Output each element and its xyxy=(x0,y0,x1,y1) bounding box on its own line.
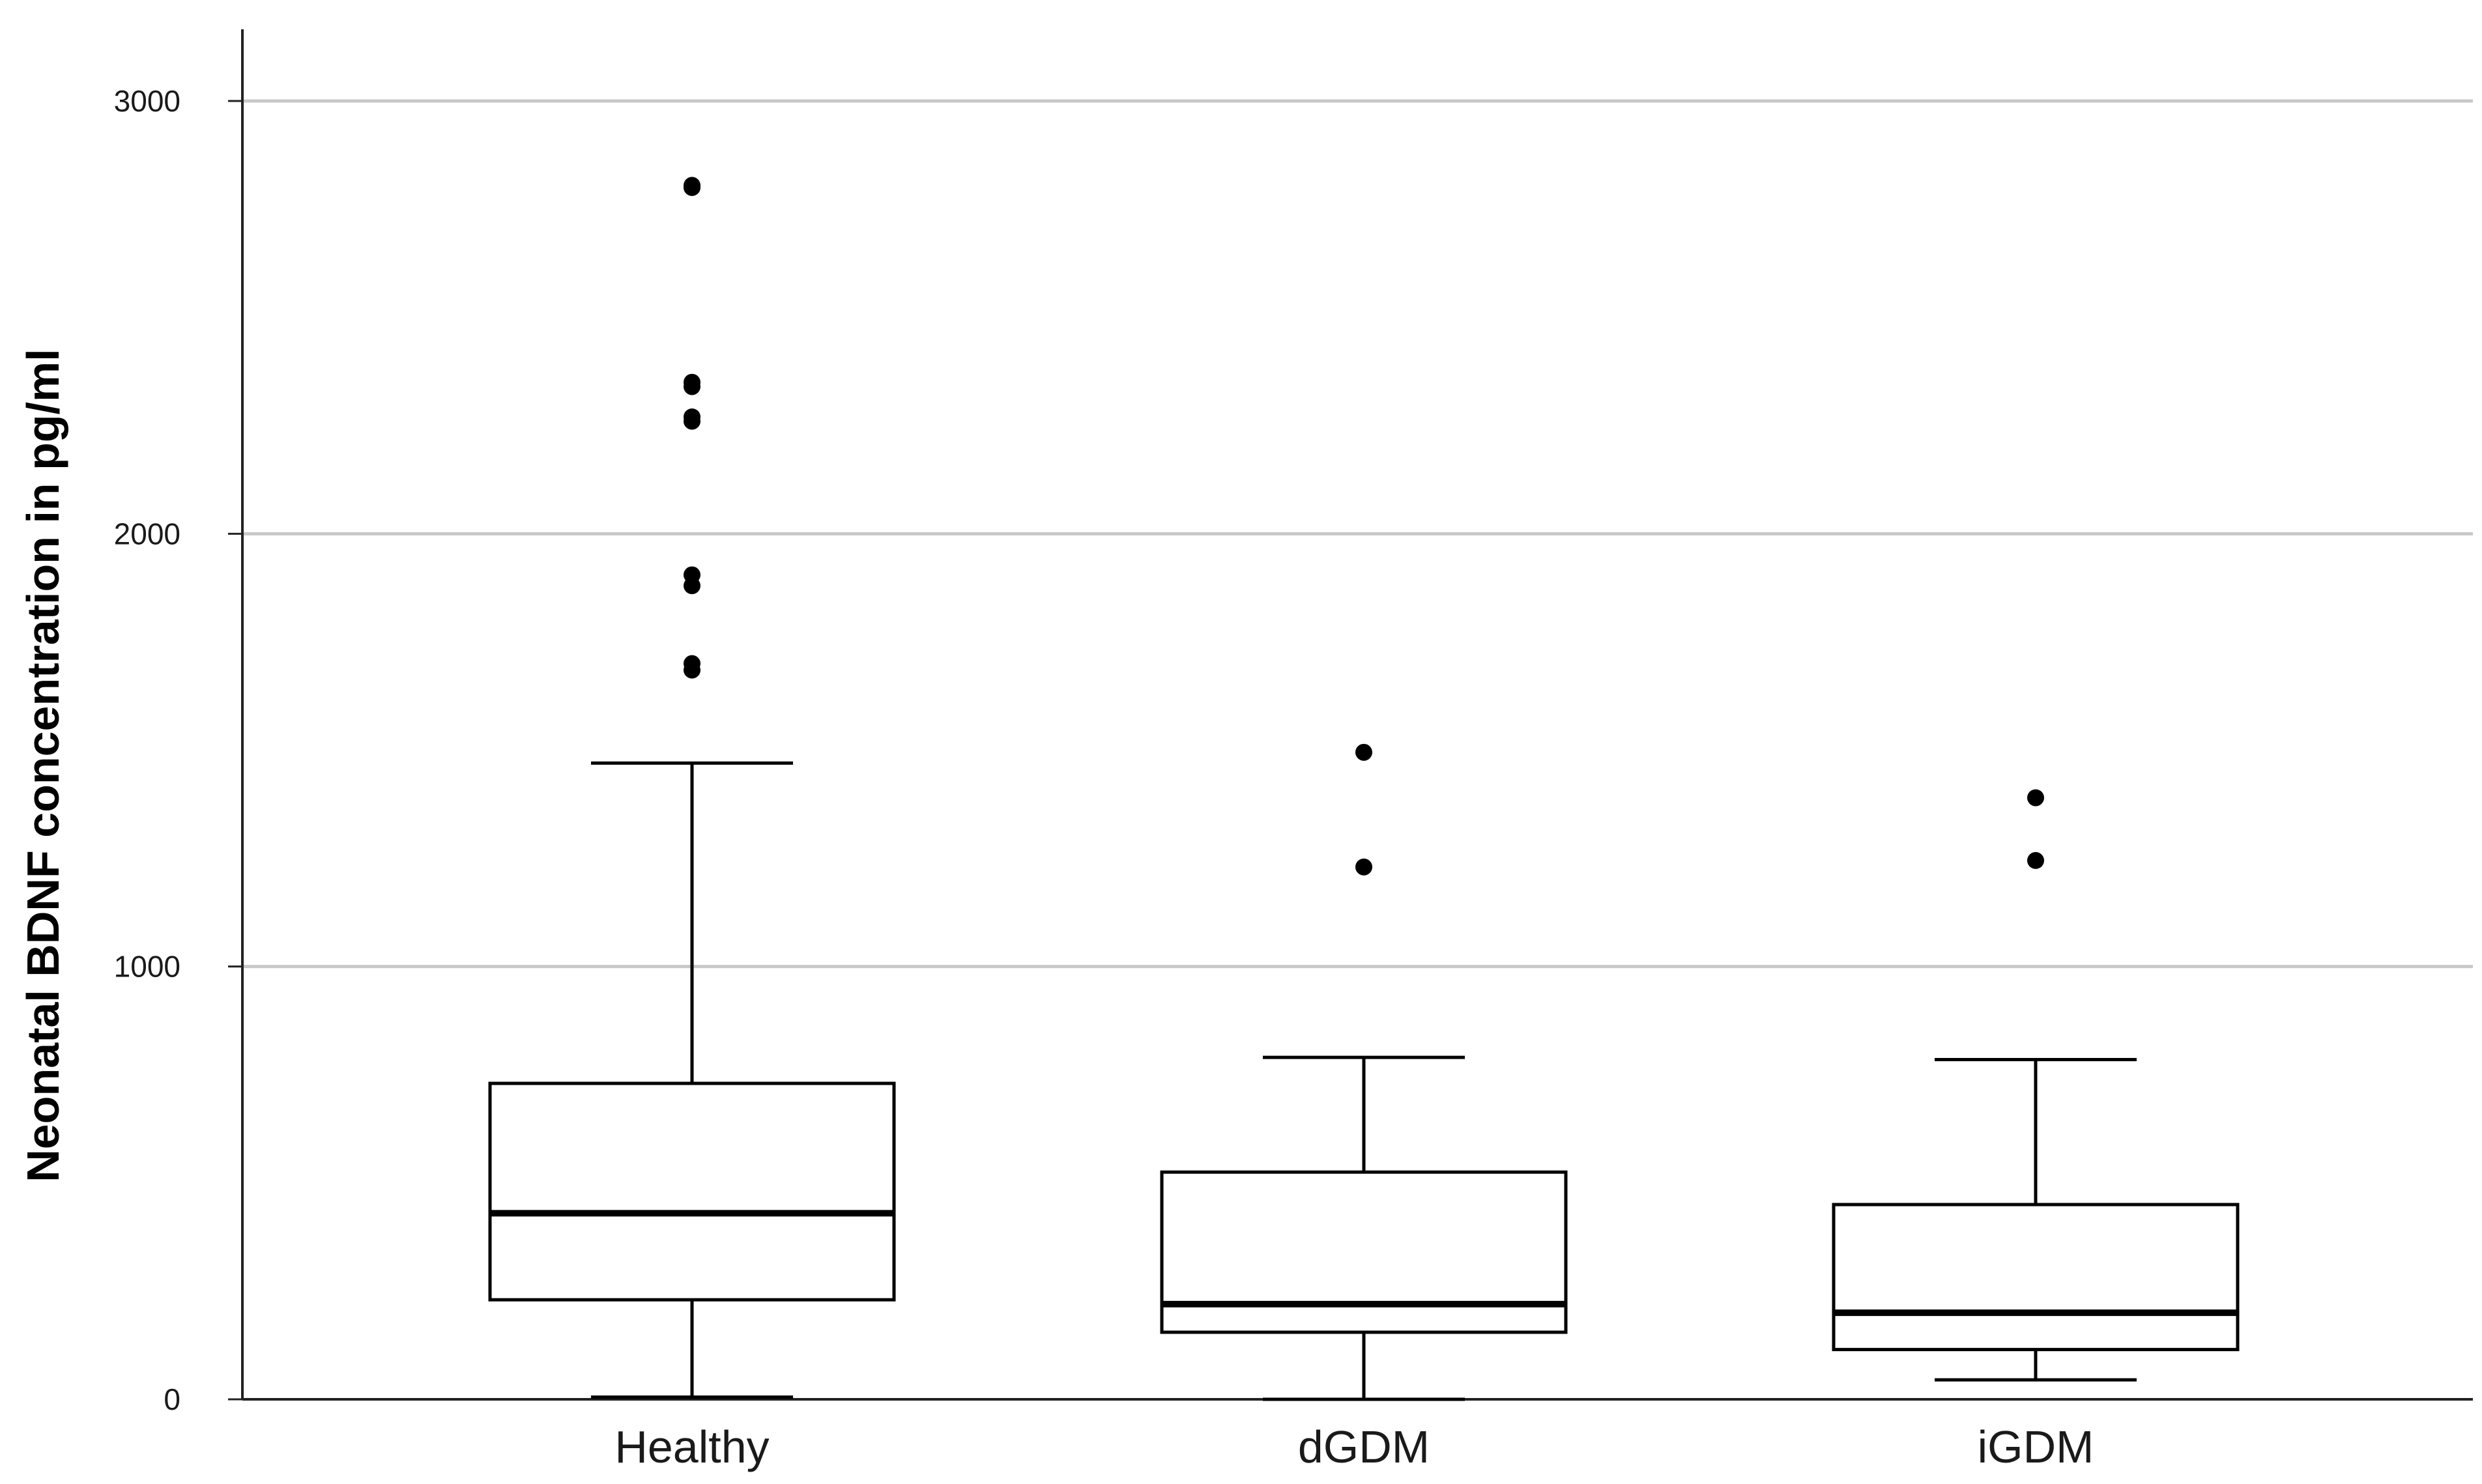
x-category-label: iGDM xyxy=(1978,1421,2094,1472)
x-category-label: Healthy xyxy=(614,1421,769,1472)
x-category-label: dGDM xyxy=(1298,1421,1430,1472)
gridlines xyxy=(242,99,2473,969)
outlier-point xyxy=(1355,743,1372,761)
y-tick-label: 3000 xyxy=(114,84,180,118)
y-ticks: 0 1000 2000 3000 xyxy=(114,84,242,1416)
y-axis-title: Neonatal BDNF concentration in pg/ml xyxy=(18,349,68,1182)
box-group-igdm xyxy=(1832,789,2240,1382)
y-tick-label: 1000 xyxy=(114,950,180,984)
outlier-point xyxy=(684,661,700,679)
outlier-point xyxy=(684,378,700,395)
outlier-point xyxy=(2027,789,2044,806)
y-tick-label: 0 xyxy=(164,1382,180,1416)
outlier-point xyxy=(684,577,700,595)
box-group-healthy xyxy=(488,177,896,1399)
outlier-point xyxy=(684,412,700,430)
y-tick-label: 2000 xyxy=(114,517,180,550)
boxes xyxy=(488,177,2240,1401)
iqr-box xyxy=(488,1081,896,1302)
iqr-box xyxy=(1160,1170,1568,1334)
outlier-point xyxy=(684,178,700,196)
outlier-point xyxy=(1355,858,1372,876)
box-group-dgdm xyxy=(1160,743,1568,1401)
category-labels: Healthy dGDM iGDM xyxy=(614,1421,2094,1472)
outlier-point xyxy=(2027,851,2044,869)
iqr-box xyxy=(1832,1203,2240,1352)
